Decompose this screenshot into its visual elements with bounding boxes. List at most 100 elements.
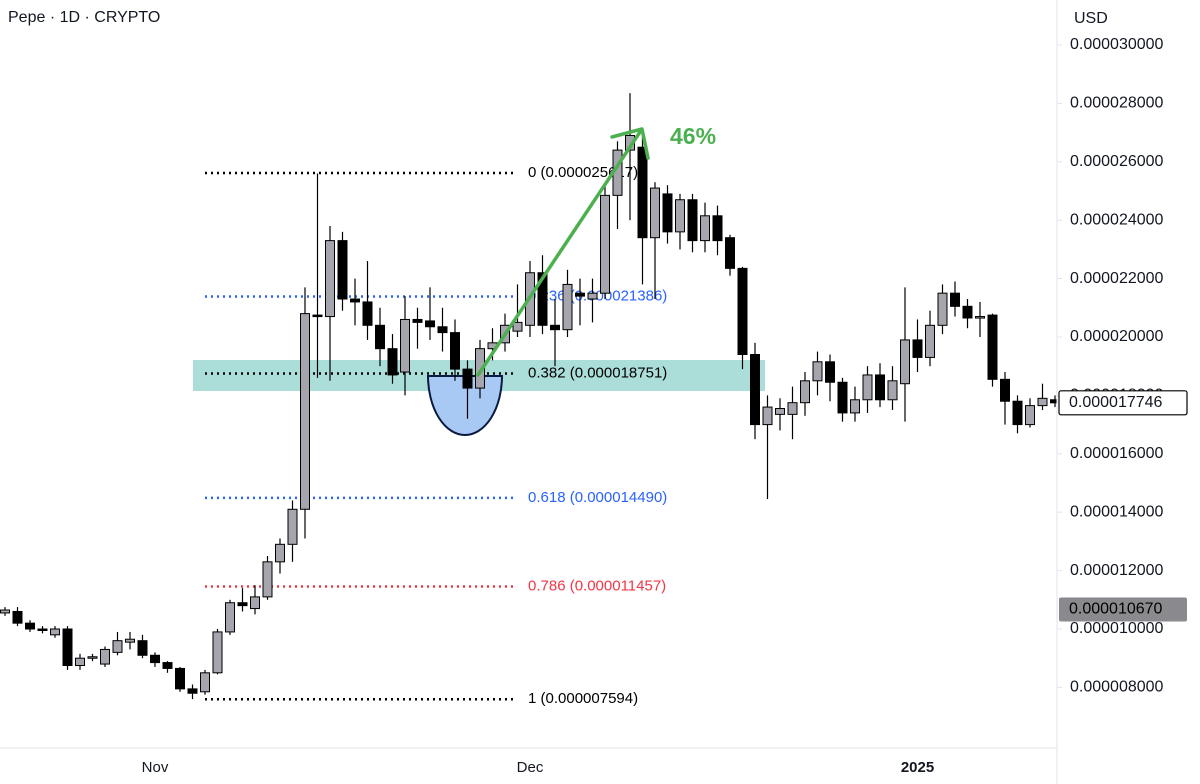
candle-body	[1000, 378, 1010, 402]
candle-body	[825, 361, 835, 383]
candle-body	[450, 332, 460, 370]
candle-body	[837, 381, 848, 414]
y-tick-label: 0.000022000	[1070, 270, 1164, 287]
candle-body	[862, 374, 873, 401]
candle-body	[662, 193, 673, 233]
candle-body	[850, 399, 860, 414]
candle-body	[187, 688, 198, 694]
candle-body	[137, 640, 148, 656]
candle-body	[350, 298, 360, 303]
x-tick-label: 2025	[901, 759, 934, 776]
y-tick-label: 0.000026000	[1070, 153, 1164, 170]
candle-body	[537, 272, 548, 326]
candle-body	[287, 508, 298, 545]
arrow-line	[476, 130, 642, 377]
candle-body	[37, 628, 48, 632]
candle-body	[237, 602, 248, 607]
fib-label: 1 (0.000007594)	[528, 690, 638, 707]
candle-body	[87, 656, 98, 659]
candle-body	[512, 321, 523, 332]
currency-label: USD	[1074, 10, 1108, 27]
candle-body	[700, 215, 710, 242]
arrow-head	[610, 127, 650, 160]
candle-body	[562, 283, 573, 331]
x-tick-label: Nov	[142, 759, 169, 776]
price-label-box	[1058, 390, 1188, 416]
candle-body	[712, 215, 723, 242]
candle-body	[150, 654, 160, 664]
candle-body	[937, 292, 948, 326]
y-tick-label: 0.000020000	[1070, 328, 1164, 345]
candle-body	[637, 146, 648, 239]
candle-body	[462, 368, 473, 389]
candle-body	[250, 596, 260, 610]
x-axis: Nov Dec 2025	[142, 759, 935, 776]
candle-body	[0, 609, 10, 614]
y-tick-label: 0.000008000	[1070, 679, 1164, 696]
candle-body	[1037, 397, 1048, 407]
candles	[0, 93, 1057, 700]
fib-label: 0.236 (0.000021386)	[528, 287, 667, 304]
candle-body	[387, 348, 398, 376]
candle-body	[225, 602, 235, 633]
cup-shape	[426, 375, 504, 436]
y-tick-label: 0.000010000	[1070, 620, 1164, 637]
candle-body	[925, 324, 935, 358]
price-label: 0.000017746	[1069, 394, 1163, 411]
candle-body	[1050, 399, 1057, 404]
candle-body	[587, 292, 598, 300]
chart-title: Pepe · 1D · CRYPTO	[8, 9, 160, 26]
candle-body	[75, 657, 85, 667]
candle-body	[800, 380, 810, 404]
fib-levels: 0 (0.000025617)0.236 (0.000021386)0.382 …	[205, 164, 667, 707]
candle-body	[437, 326, 448, 334]
candle-body	[962, 305, 973, 319]
candle-body	[362, 301, 373, 326]
candle-body	[775, 408, 785, 415]
candle-body	[200, 672, 210, 693]
candle-body	[400, 318, 410, 373]
y-tick-label: 0.000012000	[1070, 562, 1164, 579]
candle-body	[600, 194, 610, 294]
candle-body	[900, 339, 910, 385]
candle-body	[162, 662, 173, 669]
candle-body	[875, 374, 885, 401]
candle-body	[425, 320, 435, 328]
candle-body	[675, 199, 685, 233]
y-tick-label: 0.000016000	[1070, 445, 1164, 462]
candle-body	[175, 667, 185, 690]
annotation: 46%	[670, 123, 716, 149]
candle-body	[812, 361, 823, 382]
candle-body	[1012, 400, 1023, 426]
candle-body	[887, 380, 898, 401]
candle-body	[25, 622, 35, 630]
candle-body	[987, 314, 998, 380]
candle-body	[762, 406, 773, 426]
candle-body	[100, 648, 110, 665]
candle-body	[1025, 405, 1035, 426]
candle-body	[950, 292, 960, 307]
candle-body	[337, 240, 348, 300]
candle-body	[62, 628, 73, 667]
fib-label: 0.382 (0.000018751)	[528, 364, 667, 381]
fib-label: 0.618 (0.000014490)	[528, 489, 667, 506]
candle-body	[12, 610, 23, 624]
candle-body	[412, 318, 423, 323]
fib-label: 0.786 (0.000011457)	[528, 577, 666, 594]
candle-body	[725, 237, 735, 269]
y-tick-label: 0.000024000	[1070, 211, 1164, 228]
candle-body	[50, 628, 60, 636]
candle-body	[550, 324, 560, 331]
y-tick-label: 0.000030000	[1070, 36, 1164, 53]
price-label-box	[1059, 597, 1187, 622]
y-axis: 0.000008000 0.000010000 0.000012000 0.00001…	[1057, 36, 1188, 696]
candle-body	[325, 240, 335, 318]
price-label: 0.000010670	[1069, 601, 1163, 618]
trend-arrow	[476, 127, 650, 377]
candle-body	[975, 316, 985, 319]
y-tick-label: 0.000028000	[1070, 95, 1164, 112]
candle-body	[575, 292, 585, 297]
candle-body	[687, 199, 698, 242]
